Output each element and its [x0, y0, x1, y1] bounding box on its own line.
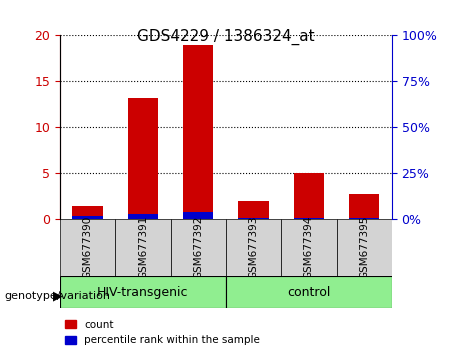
Bar [238, 201, 269, 219]
FancyBboxPatch shape [226, 219, 281, 276]
Text: ▶: ▶ [53, 289, 63, 302]
Text: GSM677390: GSM677390 [83, 216, 93, 279]
Bar [294, 173, 324, 219]
FancyBboxPatch shape [337, 219, 392, 276]
FancyBboxPatch shape [281, 219, 337, 276]
Bar [72, 216, 103, 219]
Text: GSM677393: GSM677393 [248, 216, 259, 280]
Bar [294, 218, 324, 219]
Legend: count, percentile rank within the sample: count, percentile rank within the sample [65, 320, 260, 345]
Text: GSM677391: GSM677391 [138, 216, 148, 280]
Text: GSM677395: GSM677395 [359, 216, 369, 280]
FancyBboxPatch shape [171, 219, 226, 276]
Bar [349, 194, 379, 219]
Bar [72, 206, 103, 219]
Text: GDS4229 / 1386324_at: GDS4229 / 1386324_at [137, 28, 315, 45]
FancyBboxPatch shape [115, 219, 171, 276]
Text: GSM677392: GSM677392 [193, 216, 203, 280]
Bar [349, 218, 379, 219]
Text: genotype/variation: genotype/variation [5, 291, 111, 301]
Bar [183, 212, 213, 219]
Bar [128, 213, 158, 219]
FancyBboxPatch shape [60, 276, 226, 308]
Bar [183, 45, 213, 219]
Text: control: control [287, 286, 331, 298]
FancyBboxPatch shape [60, 219, 115, 276]
Text: HIV-transgenic: HIV-transgenic [97, 286, 189, 298]
Bar [238, 218, 269, 219]
FancyBboxPatch shape [226, 276, 392, 308]
Bar [128, 98, 158, 219]
Text: GSM677394: GSM677394 [304, 216, 314, 280]
